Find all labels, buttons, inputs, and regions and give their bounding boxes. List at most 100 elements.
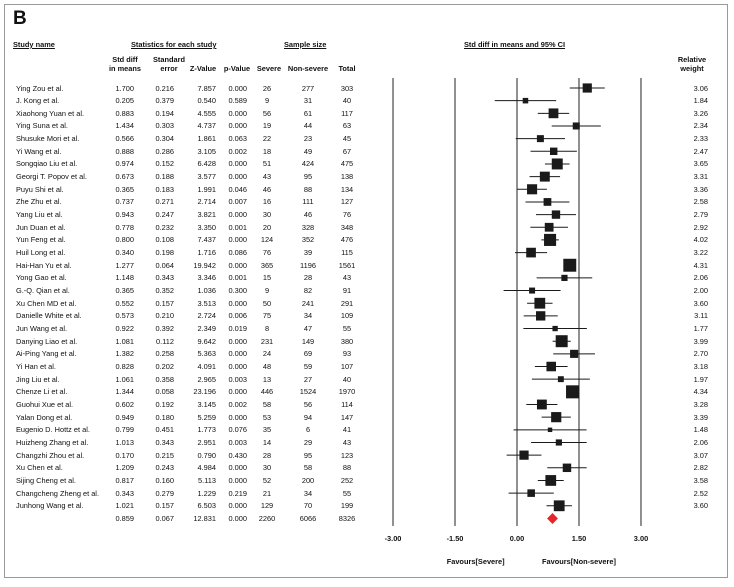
cell-smd: 0.365 bbox=[115, 184, 135, 194]
study-name: Zhe Zhu et al. bbox=[16, 197, 62, 207]
cell-weight: 3.36 bbox=[693, 184, 708, 194]
study-name: Huizheng Zhang et al. bbox=[16, 437, 89, 447]
cell-nonsevere: 27 bbox=[303, 374, 313, 384]
effect-marker bbox=[572, 122, 580, 130]
study-name: Ying Zou et al. bbox=[16, 83, 64, 93]
cell-smd: 0.800 bbox=[115, 235, 135, 245]
cell-weight: 3.60 bbox=[693, 501, 708, 511]
cell-total: 93 bbox=[342, 349, 352, 359]
cell-z: 6.503 bbox=[197, 501, 217, 511]
cell-weight: 2.52 bbox=[693, 488, 708, 498]
cell-se: 0.343 bbox=[155, 437, 175, 447]
cell-z: 4.091 bbox=[197, 362, 217, 372]
study-name: Shusuke Mori et al. bbox=[16, 134, 80, 144]
cell-weight: 3.11 bbox=[694, 311, 708, 321]
cell-nonsevere: 49 bbox=[303, 146, 313, 156]
cell-total: 199 bbox=[340, 501, 354, 511]
study-name: Songqiao Liu et al. bbox=[16, 159, 78, 169]
cell-p: 0.003 bbox=[228, 374, 248, 384]
cell-p: 0.003 bbox=[228, 437, 248, 447]
cell-se: 0.198 bbox=[155, 248, 175, 258]
cell-se: 0.451 bbox=[155, 425, 175, 435]
cell-severe: 129 bbox=[260, 501, 274, 511]
study-name: Changzhi Zhou et al. bbox=[16, 450, 85, 460]
cell-smd: 0.888 bbox=[115, 146, 135, 156]
cell-weight: 2.47 bbox=[693, 146, 708, 156]
severe-subheader: Severe bbox=[256, 64, 282, 73]
cell-z: 9.642 bbox=[197, 336, 217, 346]
effect-marker bbox=[562, 463, 572, 473]
effect-marker bbox=[522, 97, 529, 104]
effect-marker bbox=[536, 135, 544, 143]
cell-p: 0.076 bbox=[228, 425, 248, 435]
figure-frame bbox=[4, 4, 728, 578]
cell-smd: 0.778 bbox=[115, 222, 135, 232]
effect-marker bbox=[551, 158, 563, 170]
cell-nonsevere: 46 bbox=[303, 210, 313, 220]
cell-severe: 19 bbox=[262, 121, 272, 131]
cell-z: 2.965 bbox=[197, 374, 217, 384]
cell-z: 7.437 bbox=[197, 235, 217, 245]
cell-z: 2.349 bbox=[197, 324, 217, 334]
cell-se: 0.194 bbox=[155, 108, 175, 118]
study-name: Jun Wang et al. bbox=[16, 324, 68, 334]
study-name: Junhong Wang et al. bbox=[16, 501, 84, 511]
cell-severe: 14 bbox=[262, 437, 272, 447]
cell-severe: 52 bbox=[262, 475, 272, 485]
effect-marker bbox=[552, 325, 558, 332]
cell-p: 0.000 bbox=[228, 501, 248, 511]
x-tick-label: -1.50 bbox=[446, 534, 464, 543]
cell-se: 0.180 bbox=[155, 412, 175, 422]
cell-severe: 231 bbox=[260, 336, 274, 346]
cell-se: 0.216 bbox=[155, 83, 175, 93]
cell-severe: 58 bbox=[262, 400, 272, 409]
sample-size-header: Sample size bbox=[284, 40, 327, 49]
cell-total: 475 bbox=[340, 159, 354, 169]
study-name: J. Kong et al. bbox=[16, 96, 60, 106]
cell-severe: 13 bbox=[262, 374, 272, 384]
cell-z: 19.942 bbox=[193, 260, 216, 270]
cell-nonsevere: 6 bbox=[305, 425, 311, 435]
effect-marker bbox=[539, 171, 550, 182]
effect-marker bbox=[566, 385, 580, 399]
cell-weight: 2.70 bbox=[693, 349, 708, 359]
cell-smd: 1.013 bbox=[115, 437, 135, 447]
cell-z: 2.724 bbox=[197, 311, 217, 321]
cell-weight: 3.60 bbox=[693, 298, 708, 308]
effect-marker bbox=[527, 489, 535, 497]
effect-marker bbox=[557, 376, 564, 383]
study-name: Danielle White et al. bbox=[16, 311, 82, 321]
cell-total: 115 bbox=[341, 248, 353, 258]
cell-nonsevere: 94 bbox=[303, 412, 313, 422]
study-name: G.-Q. Qian et al. bbox=[16, 286, 70, 296]
cell-se: 0.157 bbox=[155, 501, 175, 511]
cell-total: 43 bbox=[342, 437, 352, 447]
cell-smd: 0.922 bbox=[115, 324, 135, 334]
study-name: Eugenio D. Hottz et al. bbox=[16, 425, 90, 435]
x-tick-label: 0.00 bbox=[509, 534, 525, 543]
cell-smd: 0.828 bbox=[115, 362, 135, 372]
cell-weight: 2.92 bbox=[693, 222, 708, 232]
cell-nonsevere: 29 bbox=[303, 437, 313, 447]
cell-se: 0.192 bbox=[155, 400, 175, 409]
cell-nonsevere: 200 bbox=[301, 475, 315, 485]
cell-p: 0.000 bbox=[228, 412, 248, 422]
cell-total: 67 bbox=[342, 146, 352, 156]
cell-total: 127 bbox=[340, 197, 354, 207]
study-name: Yi Wang et al. bbox=[16, 146, 62, 156]
x-tick-label: -3.00 bbox=[384, 534, 402, 543]
cell-smd: 0.573 bbox=[115, 311, 135, 321]
study-name: Guohui Xue et al. bbox=[16, 400, 74, 409]
cell-total: 55 bbox=[342, 324, 352, 334]
cell-p: 0.000 bbox=[228, 475, 248, 485]
cell-nonsevere: 95 bbox=[303, 450, 313, 460]
cell-weight: 4.34 bbox=[693, 387, 708, 397]
summary-p: 0.000 bbox=[228, 513, 248, 523]
study-name: Yang Liu et al. bbox=[16, 210, 63, 220]
cell-weight: 3.65 bbox=[693, 159, 708, 169]
cell-total: 109 bbox=[340, 311, 354, 321]
cell-se: 0.108 bbox=[155, 235, 175, 245]
cell-p: 0.000 bbox=[228, 172, 248, 182]
cell-z: 3.145 bbox=[197, 400, 217, 409]
cell-severe: 16 bbox=[262, 197, 272, 207]
